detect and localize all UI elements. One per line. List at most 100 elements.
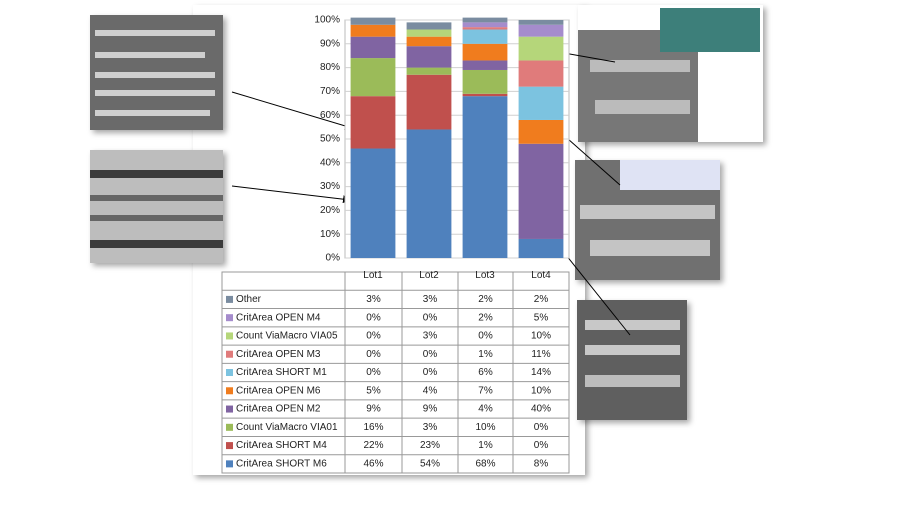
sem-image xyxy=(90,15,223,130)
bar-segment xyxy=(462,93,508,97)
table-cell: 0% xyxy=(366,349,381,360)
legend-label: CritArea SHORT M4 xyxy=(236,440,327,451)
table-cell: 6% xyxy=(478,367,493,378)
table-cell: 4% xyxy=(478,404,493,415)
bar-segment xyxy=(518,36,564,61)
legend-key xyxy=(226,369,233,376)
bar-segment xyxy=(406,46,452,68)
sem-image xyxy=(578,5,763,142)
table-cell: 0% xyxy=(534,422,549,433)
bar-segment xyxy=(350,24,396,37)
bar-segment xyxy=(350,36,396,59)
bar-segment xyxy=(350,58,396,97)
sem-image xyxy=(90,150,223,263)
table-cell: 4% xyxy=(423,385,438,396)
table-cell: 0% xyxy=(423,367,438,378)
bar-segment xyxy=(406,129,452,258)
table-cell: 0% xyxy=(478,331,493,342)
bar-segment xyxy=(462,17,508,23)
table-cell: 40% xyxy=(531,404,551,415)
table-cell: 0% xyxy=(423,312,438,323)
sem-image xyxy=(575,160,720,280)
legend-label: Other xyxy=(236,294,262,305)
bar-segment xyxy=(462,27,508,30)
y-tick-label: 0% xyxy=(326,253,341,264)
bar-segment xyxy=(350,96,396,149)
legend-label: CritArea OPEN M2 xyxy=(236,404,321,415)
table-cell: 3% xyxy=(423,331,438,342)
table-cell: 8% xyxy=(534,459,549,470)
bar-segment xyxy=(350,17,396,25)
legend-key xyxy=(226,442,233,450)
table-cell: 3% xyxy=(366,294,381,305)
table-cell: 10% xyxy=(531,385,551,396)
y-tick-label: 40% xyxy=(320,157,340,168)
bar-segment xyxy=(518,143,564,239)
table-cell: 0% xyxy=(423,349,438,360)
y-tick-label: 20% xyxy=(320,205,340,216)
y-tick-label: 60% xyxy=(320,110,340,121)
table-cell: 0% xyxy=(366,367,381,378)
table-cell: 11% xyxy=(531,349,550,360)
legend-label: CritArea OPEN M3 xyxy=(236,349,321,360)
legend-key xyxy=(226,460,233,468)
legend-label: Count ViaMacro VIA05 xyxy=(236,331,338,342)
table-cell: 54% xyxy=(420,459,440,470)
y-tick-label: 100% xyxy=(314,15,340,26)
table-cell: 7% xyxy=(478,385,493,396)
legend-label: CritArea SHORT M1 xyxy=(236,367,327,378)
x-tick-label: Lot1 xyxy=(363,270,383,281)
bar-segment xyxy=(462,43,508,61)
y-tick-label: 80% xyxy=(320,62,340,73)
bar-segment xyxy=(518,24,564,37)
bar-segment xyxy=(462,29,508,44)
bar-segment xyxy=(518,20,564,25)
table-cell: 1% xyxy=(478,349,493,360)
legend-key xyxy=(226,295,233,303)
table-cell: 9% xyxy=(423,404,438,415)
legend-label: Count ViaMacro VIA01 xyxy=(236,422,338,433)
legend-key xyxy=(226,387,233,395)
legend-label: CritArea OPEN M6 xyxy=(236,385,321,396)
table-cell: 0% xyxy=(534,440,549,451)
table-cell: 23% xyxy=(420,440,440,451)
bar-segment xyxy=(518,60,564,87)
y-tick-label: 50% xyxy=(320,134,340,145)
y-tick-label: 30% xyxy=(320,181,340,192)
x-tick-label: Lot4 xyxy=(531,270,551,281)
table-cell: 16% xyxy=(363,422,383,433)
y-tick-label: 90% xyxy=(320,38,340,49)
bar-segment xyxy=(462,22,508,28)
bar-segment xyxy=(462,69,508,94)
table-cell: 10% xyxy=(531,331,551,342)
table-cell: 68% xyxy=(475,459,495,470)
bar-segment xyxy=(406,29,452,37)
bar-segment xyxy=(406,36,452,47)
bar-segment xyxy=(406,74,452,130)
table-cell: 1% xyxy=(478,440,493,451)
sem-image xyxy=(577,300,687,420)
legend-label: CritArea SHORT M6 xyxy=(236,459,327,470)
bar-segment xyxy=(462,96,508,258)
bar-segment xyxy=(406,67,452,75)
table-cell: 0% xyxy=(366,312,381,323)
y-tick-label: 10% xyxy=(320,229,340,240)
bar-segment xyxy=(518,238,564,258)
bar-segment xyxy=(406,22,452,30)
legend-label: CritArea OPEN M4 xyxy=(236,312,321,323)
legend-key xyxy=(226,332,233,340)
table-cell: 5% xyxy=(366,385,381,396)
table-cell: 3% xyxy=(423,422,438,433)
legend-key xyxy=(226,423,233,431)
table-cell: 22% xyxy=(363,440,383,451)
y-tick-label: 70% xyxy=(320,86,340,97)
table-cell: 9% xyxy=(366,404,381,415)
legend-key xyxy=(226,350,233,358)
table-cell: 2% xyxy=(534,294,549,305)
table-cell: 2% xyxy=(478,312,493,323)
legend-key xyxy=(226,405,233,413)
bar-segment xyxy=(462,60,508,70)
x-tick-label: Lot2 xyxy=(419,270,439,281)
bar-segment xyxy=(518,119,564,144)
bar-segment xyxy=(518,86,564,120)
